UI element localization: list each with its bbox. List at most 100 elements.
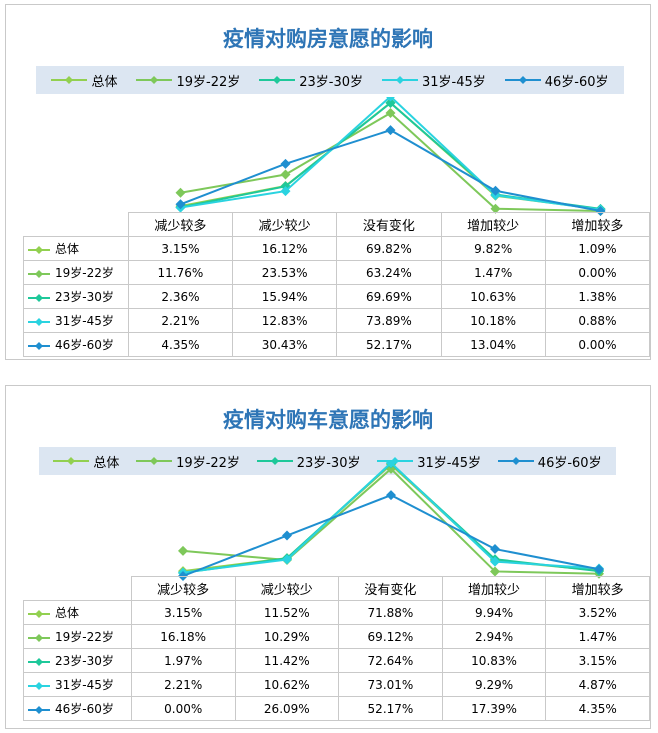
data-value-cell: 72.64% [338, 648, 443, 673]
table-row: 总体 3.15% 16.12% 69.82% 9.82% 1.09% [23, 236, 651, 261]
data-value-cell: 1.09% [544, 236, 651, 261]
chart-legend: 总体 19岁-22岁 23岁-30岁 31岁-45岁 46岁-60岁 [39, 447, 616, 475]
legend-item: 总体 [51, 71, 118, 90]
data-point [280, 169, 291, 180]
series-line [180, 101, 601, 210]
legend-label: 19岁-22岁 [176, 74, 241, 90]
data-point [386, 490, 396, 501]
series-line-marker-icon [381, 76, 418, 84]
data-value-cell: 9.82% [440, 236, 546, 261]
series-line-marker-icon [28, 705, 50, 714]
chart-title: 疫情对购房意愿的影响 [223, 27, 433, 51]
data-value-cell: 69.82% [336, 236, 442, 261]
data-value-cell: 52.17% [336, 332, 442, 357]
legend-item: 总体 [53, 452, 119, 471]
data-value-cell: 11.76% [127, 260, 234, 285]
table-row: 19岁-22岁 11.76% 23.53% 63.24% 1.47% 0.00% [23, 260, 651, 285]
legend-label: 23岁-30岁 [299, 74, 363, 90]
data-value-cell: 16.18% [130, 624, 236, 649]
series-row-label: 23岁-30岁 [23, 648, 132, 673]
legend-label: 19岁-22岁 [176, 455, 240, 471]
series-line-marker-icon [28, 609, 50, 618]
data-value-cell: 10.18% [440, 308, 546, 333]
data-point [178, 545, 188, 556]
data-value-cell: 23.53% [232, 260, 338, 285]
legend-label: 23岁-30岁 [296, 455, 361, 471]
series-line-marker-icon [53, 457, 90, 465]
data-value-cell: 10.62% [234, 672, 340, 697]
data-value-cell: 1.97% [130, 648, 236, 673]
table-row: 31岁-45岁 2.21% 12.83% 73.89% 10.18% 0.88% [23, 308, 651, 333]
data-value-cell: 0.00% [544, 332, 651, 357]
table-corner [23, 576, 132, 601]
legend-label: 总体 [91, 74, 118, 90]
series-line-marker-icon [259, 76, 296, 84]
data-value-cell: 4.87% [545, 672, 650, 697]
legend-item: 19岁-22岁 [136, 452, 240, 471]
series-line-marker-icon [28, 657, 50, 666]
series-line-marker-icon [256, 457, 293, 465]
data-value-cell: 15.94% [232, 284, 338, 309]
table-row: 46岁-60岁 4.35% 30.43% 52.17% 13.04% 0.00% [23, 332, 651, 357]
data-point [490, 544, 500, 555]
data-point [490, 566, 500, 577]
category-label: 没有变化 [338, 576, 443, 601]
data-value-cell: 73.01% [338, 672, 443, 697]
series-row-label: 总体 [23, 236, 129, 261]
series-line-marker-icon [28, 317, 50, 326]
table-row: 46岁-60岁 0.00% 26.09% 52.17% 17.39% 4.35% [23, 696, 650, 721]
data-value-cell: 12.83% [232, 308, 338, 333]
data-point [175, 199, 186, 210]
data-value-cell: 3.15% [130, 600, 236, 625]
table-row: 23岁-30岁 2.36% 15.94% 69.69% 10.63% 1.38% [23, 284, 651, 309]
category-label: 减少较少 [234, 576, 340, 601]
data-value-cell: 2.21% [127, 308, 234, 333]
data-value-cell: 1.38% [544, 284, 651, 309]
category-label: 增加较少 [440, 212, 546, 237]
legend-label: 总体 [93, 455, 120, 471]
data-point [280, 158, 291, 169]
data-value-cell: 0.00% [130, 696, 236, 721]
table-row: 19岁-22岁 16.18% 10.29% 69.12% 2.94% 1.47% [23, 624, 650, 649]
data-value-cell: 9.29% [441, 672, 547, 697]
data-value-cell: 71.88% [338, 600, 443, 625]
data-value-cell: 2.36% [127, 284, 234, 309]
data-value-cell: 1.47% [440, 260, 546, 285]
legend-item: 23岁-30岁 [256, 452, 361, 471]
category-label: 没有变化 [336, 212, 442, 237]
series-line-marker-icon [28, 633, 50, 642]
data-value-cell: 17.39% [441, 696, 547, 721]
data-point [386, 462, 396, 468]
data-value-cell: 11.42% [234, 648, 340, 673]
data-value-cell: 2.21% [130, 672, 236, 697]
data-value-cell: 69.69% [336, 284, 442, 309]
data-value-cell: 0.88% [544, 308, 651, 333]
data-value-cell: 73.89% [336, 308, 442, 333]
data-table: 减少较多 减少较少 没有变化 增加较少 增加较多 总体 3.15% 11.52% 71.88% 9… [23, 576, 650, 721]
chart-title: 疫情对购车意愿的影响 [223, 408, 433, 432]
data-value-cell: 13.04% [440, 332, 546, 357]
category-label: 减少较多 [130, 576, 236, 601]
legend-label: 46岁-60岁 [537, 455, 602, 471]
series-line [180, 129, 601, 212]
data-value-cell: 2.94% [441, 624, 547, 649]
data-value-cell: 3.15% [545, 648, 650, 673]
series-line-marker-icon [28, 245, 50, 254]
data-point [490, 556, 500, 567]
data-value-cell: 26.09% [234, 696, 340, 721]
category-label: 增加较少 [441, 576, 547, 601]
data-point [175, 187, 186, 198]
category-label: 减少较多 [127, 212, 234, 237]
data-value-cell: 63.24% [336, 260, 442, 285]
series-row-label: 31岁-45岁 [23, 672, 132, 697]
data-value-cell: 0.00% [544, 260, 651, 285]
legend-label: 31岁-45岁 [417, 455, 482, 471]
series-row-label: 46岁-60岁 [23, 332, 129, 357]
legend-item: 23岁-30岁 [259, 71, 363, 90]
series-line-marker-icon [51, 76, 88, 84]
data-point [385, 97, 396, 108]
data-value-cell: 4.35% [127, 332, 234, 357]
series-row-label: 总体 [23, 600, 132, 625]
series-line-marker-icon [28, 341, 50, 350]
car-chart-panel: 疫情对购车意愿的影响 总体 19岁-22岁 23岁-30岁 31岁-45岁 46岁-60… [5, 385, 651, 729]
